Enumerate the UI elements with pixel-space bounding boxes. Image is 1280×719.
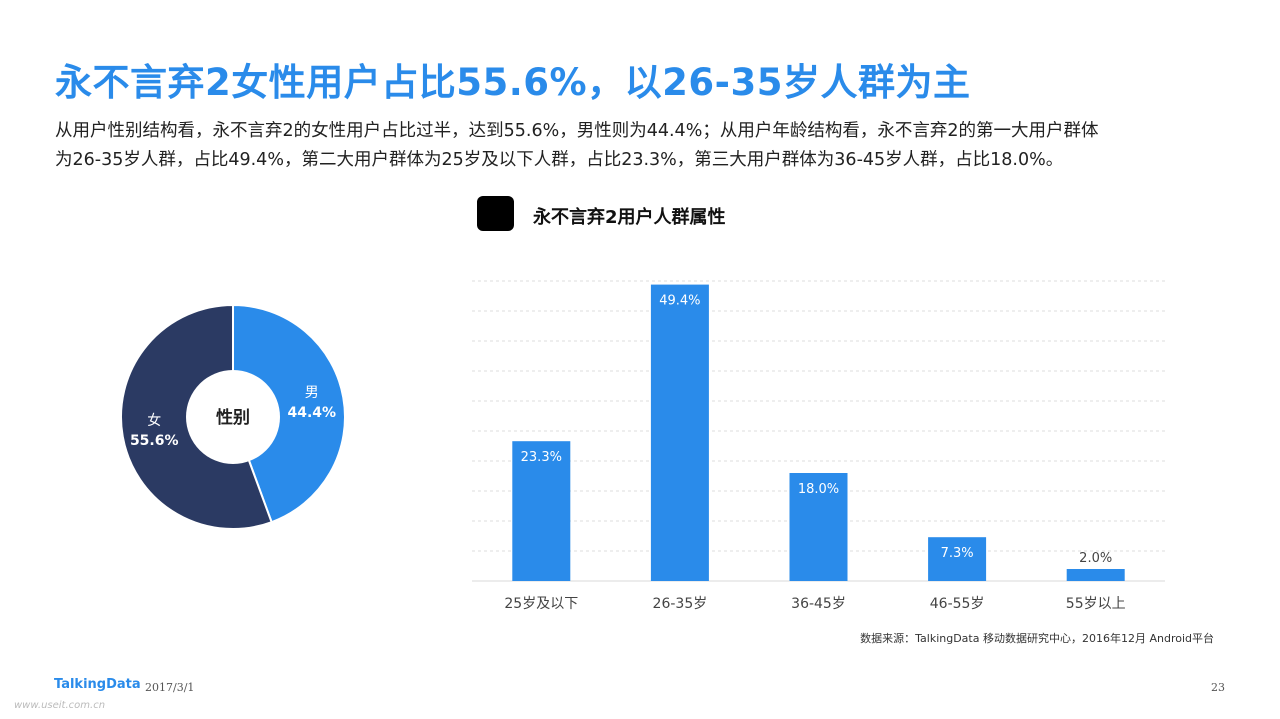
donut-center-label: 性别 <box>216 407 250 428</box>
donut-hole <box>186 370 280 464</box>
pie-slice-name: 男 <box>305 385 319 401</box>
page-number: 23 <box>1211 681 1225 694</box>
pie-slice-value-label: 55.6% <box>130 433 179 449</box>
x-tick-label: 46-55岁 <box>930 596 985 612</box>
bar <box>512 441 571 581</box>
bar <box>650 284 709 581</box>
x-tick-label: 55岁以上 <box>1066 596 1126 612</box>
pie-slice <box>232 303 346 524</box>
bar-value-label: 23.3% <box>521 450 562 465</box>
bar-value-label: 2.0% <box>1079 551 1112 566</box>
talkingdata-logo: TalkingData <box>54 677 141 692</box>
bar <box>928 537 987 581</box>
pie-slice-name: 女 <box>147 412 161 429</box>
watermark: www.useit.com.cn <box>14 700 106 711</box>
legend-label: 永不言弃2用户人群属性 <box>533 207 726 228</box>
footer-date: 2017/3/1 <box>145 681 195 694</box>
bar <box>1066 569 1125 581</box>
page-title: 永不言弃2女性用户占比55.6%，以26-35岁人群为主 <box>55 61 971 104</box>
bar-value-label: 49.4% <box>659 294 700 309</box>
legend-swatch <box>477 196 514 231</box>
pie-slice-value-label: 44.4% <box>287 405 336 421</box>
gender-donut-chart: 性别 男 44.4% 女 55.6% <box>120 303 346 530</box>
age-bar-chart: 23.3% 49.4% 18.0% 7.3% 2.0% 25岁及以下 26-35岁 36-4… <box>472 280 1165 612</box>
x-tick-label: 26-35岁 <box>653 596 708 612</box>
page-description: 从用户性别结构看，永不言弃2的女性用户占比过半，达到55.6%，男性则为44.4… <box>55 121 1099 170</box>
x-tick-label: 36-45岁 <box>791 596 846 612</box>
bar-value-label: 7.3% <box>941 546 974 561</box>
bar <box>789 473 848 581</box>
bar-value-label: 18.0% <box>798 482 839 497</box>
data-source-note: 数据来源：TalkingData 移动数据研究中心，2016年12月 Andro… <box>860 632 1214 645</box>
x-tick-label: 25岁及以下 <box>504 596 578 612</box>
